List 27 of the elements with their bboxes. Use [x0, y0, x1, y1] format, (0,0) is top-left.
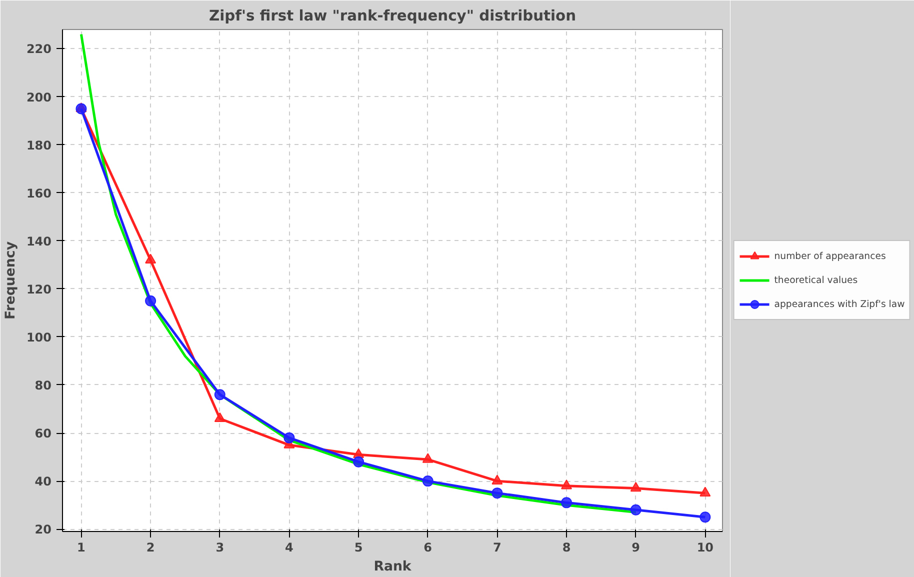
- chart-title: Zipf's first law "rank-frequency" distribution: [208, 8, 576, 24]
- x-tick-label: 6: [424, 540, 432, 554]
- x-tick-label: 10: [696, 540, 714, 554]
- y-tick-label: 100: [26, 330, 52, 344]
- y-tick-label: 200: [26, 90, 52, 104]
- x-tick-label: 4: [285, 540, 294, 554]
- y-tick-label: 180: [26, 138, 52, 152]
- x-tick-label: 9: [632, 540, 640, 554]
- x-tick-label: 1: [77, 540, 86, 554]
- x-tick-label: 8: [562, 540, 571, 554]
- legend-label: number of appearances: [774, 250, 886, 262]
- legend-label: theoretical values: [774, 274, 858, 286]
- legend-label: appearances with Zipf's law: [774, 298, 905, 310]
- y-tick-label: 220: [26, 42, 52, 56]
- y-tick-label: 80: [34, 378, 52, 392]
- y-tick-label: 60: [34, 426, 52, 441]
- x-axis-title: Rank: [374, 560, 412, 574]
- x-tick-label: 7: [493, 540, 502, 554]
- x-tick-label: 3: [216, 540, 224, 554]
- y-tick-label: 20: [34, 522, 52, 537]
- y-tick-label: 40: [34, 474, 52, 489]
- y-tick-label: 160: [26, 186, 52, 200]
- y-axis-title: Frequency: [3, 241, 18, 320]
- y-tick-label: 120: [26, 282, 52, 296]
- y-tick-label: 140: [26, 234, 52, 248]
- x-tick-label: 2: [146, 540, 155, 554]
- x-tick-label: 5: [354, 540, 363, 554]
